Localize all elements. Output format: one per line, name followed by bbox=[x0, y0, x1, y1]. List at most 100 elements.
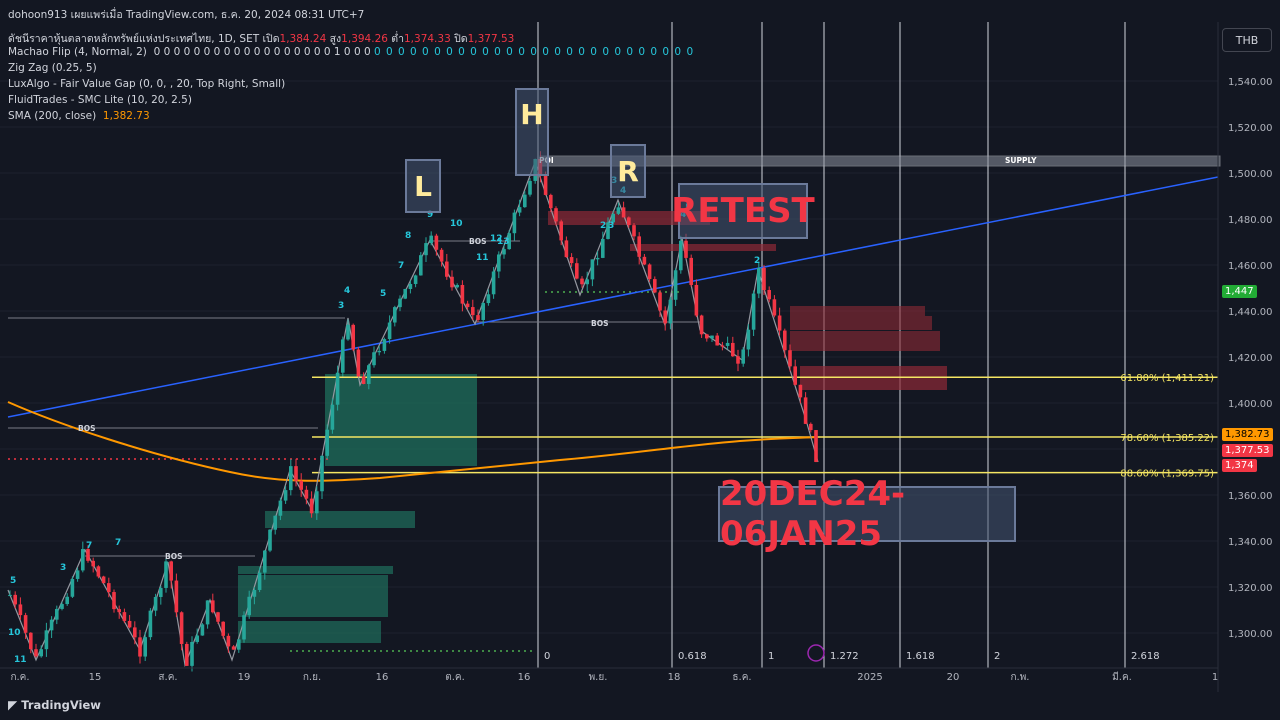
candle-body bbox=[398, 298, 402, 308]
indicator-lines: 61.80% (1,411.21) 78.60% (1,385.22) 88.60%… bbox=[7, 160, 1219, 668]
candle-body bbox=[70, 578, 75, 597]
price-tag-low: 1,374 bbox=[1222, 459, 1257, 472]
candle-body bbox=[616, 207, 621, 214]
candle-body bbox=[465, 303, 470, 308]
currency-button[interactable]: THB bbox=[1222, 28, 1272, 52]
candle-body bbox=[445, 261, 449, 277]
candle-body bbox=[689, 257, 693, 285]
candle-body bbox=[450, 276, 454, 288]
price-axis-label: 1,320.00 bbox=[1228, 583, 1273, 594]
candle-body bbox=[309, 498, 314, 514]
chart-labels: BOSBOSBOSBOSPOISUPPLY5101137743578910111… bbox=[8, 156, 1037, 665]
symbol-legend[interactable]: ดัชนีราคาหุ้นตลาดหลักทรัพย์แห่งประเทศไทย… bbox=[8, 30, 514, 47]
price-axis-label: 1,520.00 bbox=[1228, 123, 1273, 134]
time-axis-label: พ.ย. bbox=[589, 672, 608, 683]
td-count-label: 5 bbox=[10, 576, 16, 586]
sma-line bbox=[7, 401, 819, 482]
candle-body bbox=[226, 635, 231, 647]
time-axis-label: ส.ค. bbox=[158, 672, 177, 683]
lightning-icon bbox=[807, 644, 825, 662]
candle-body bbox=[75, 570, 80, 579]
td-count-label: 7 bbox=[398, 261, 404, 271]
tradingview-logo[interactable]: ◤ TradingView bbox=[8, 698, 101, 712]
candle-body bbox=[242, 615, 246, 640]
low-label: ต่ำ bbox=[387, 33, 404, 45]
candle-body bbox=[798, 384, 803, 398]
price-tag-sma: 1,382.73 bbox=[1222, 428, 1273, 441]
open-value: 1,384.24 bbox=[279, 33, 327, 45]
candle-body bbox=[55, 608, 59, 620]
time-axis-label: ก.พ. bbox=[1010, 672, 1029, 683]
machao-legend[interactable]: Machao Flip (4, Normal, 2) 0 0 0 0 0 0 0… bbox=[8, 46, 694, 58]
td-count-label: 3 bbox=[60, 563, 66, 573]
candle-body bbox=[517, 207, 522, 213]
time-fib-label: 2 bbox=[994, 651, 1000, 662]
td-count-label: 3 bbox=[338, 301, 344, 311]
head-label: H bbox=[515, 88, 549, 176]
td-count-label: 7 bbox=[86, 541, 92, 551]
tradingview-brand: TradingView bbox=[21, 698, 101, 712]
candle-body bbox=[580, 278, 584, 285]
luxalgo-legend[interactable]: LuxAlgo - Fair Value Gap (0, 0, , 20, To… bbox=[8, 78, 286, 90]
candle-body bbox=[419, 255, 423, 276]
demand-zone bbox=[238, 575, 388, 617]
zigzag-legend[interactable]: Zig Zag (0.25, 5) bbox=[8, 62, 97, 74]
candles bbox=[8, 151, 818, 672]
fib-level-label: 78.60% (1,385.22) bbox=[1120, 433, 1214, 444]
candle-body bbox=[543, 175, 548, 195]
candle-body bbox=[8, 594, 12, 597]
price-axis-label: 1,400.00 bbox=[1228, 399, 1273, 410]
candle-body bbox=[387, 322, 392, 340]
candle-body bbox=[169, 561, 173, 581]
candle-body bbox=[294, 466, 298, 481]
candle-body bbox=[559, 221, 563, 241]
fluidtrades-legend[interactable]: FluidTrades - SMC Lite (10, 20, 2.5) bbox=[8, 94, 192, 106]
candle-body bbox=[221, 621, 225, 636]
machao-values: 0 0 0 0 0 0 0 0 0 0 0 0 0 0 0 0 0 0 1 0 … bbox=[153, 46, 371, 58]
candle-body bbox=[585, 279, 589, 285]
candle-body bbox=[486, 294, 491, 304]
supply-zone bbox=[790, 316, 932, 330]
candle-body bbox=[788, 350, 792, 367]
candle-body bbox=[367, 365, 371, 384]
candle-body bbox=[757, 267, 761, 294]
candle-body bbox=[117, 609, 121, 613]
bos-label: BOS bbox=[165, 552, 183, 561]
candle-body bbox=[351, 324, 355, 350]
candle-body bbox=[179, 612, 184, 644]
td-count-label: 8 bbox=[405, 231, 411, 241]
time-fib-label: 1 bbox=[768, 651, 774, 662]
candle-body bbox=[455, 284, 459, 288]
fib-level-label: 88.60% (1,369.75) bbox=[1120, 469, 1214, 480]
candle-body bbox=[361, 376, 366, 384]
fib-level-label: 61.80% (1,411.21) bbox=[1120, 373, 1214, 384]
sma-legend[interactable]: SMA (200, close) 1,382.73 bbox=[8, 110, 150, 122]
candle-body bbox=[133, 627, 137, 638]
candle-body bbox=[699, 315, 704, 335]
candle-body bbox=[101, 576, 106, 584]
candle-body bbox=[777, 315, 782, 331]
candle-body bbox=[185, 643, 189, 666]
candle-body bbox=[278, 500, 283, 516]
candle-body bbox=[263, 550, 267, 573]
candle-body bbox=[621, 207, 626, 218]
candle-body bbox=[429, 235, 433, 244]
candle-body bbox=[575, 263, 579, 279]
candle-body bbox=[268, 529, 272, 551]
td-count-label: 9 bbox=[427, 210, 433, 220]
candle-body bbox=[793, 366, 797, 385]
candle-body bbox=[257, 572, 262, 590]
price-axis-label: 1,460.00 bbox=[1228, 261, 1273, 272]
price-axis-label: 1,360.00 bbox=[1228, 491, 1273, 502]
candle-body bbox=[153, 596, 158, 611]
candle-body bbox=[356, 349, 361, 377]
candle-body bbox=[679, 240, 683, 271]
candle-body bbox=[289, 466, 293, 491]
time-axis-label: 16 bbox=[376, 672, 389, 683]
candle-body bbox=[60, 604, 64, 609]
candle-body bbox=[122, 612, 127, 621]
candle-body bbox=[549, 194, 553, 209]
bos-label: BOS bbox=[469, 237, 487, 246]
bos-label: BOS bbox=[591, 319, 609, 328]
